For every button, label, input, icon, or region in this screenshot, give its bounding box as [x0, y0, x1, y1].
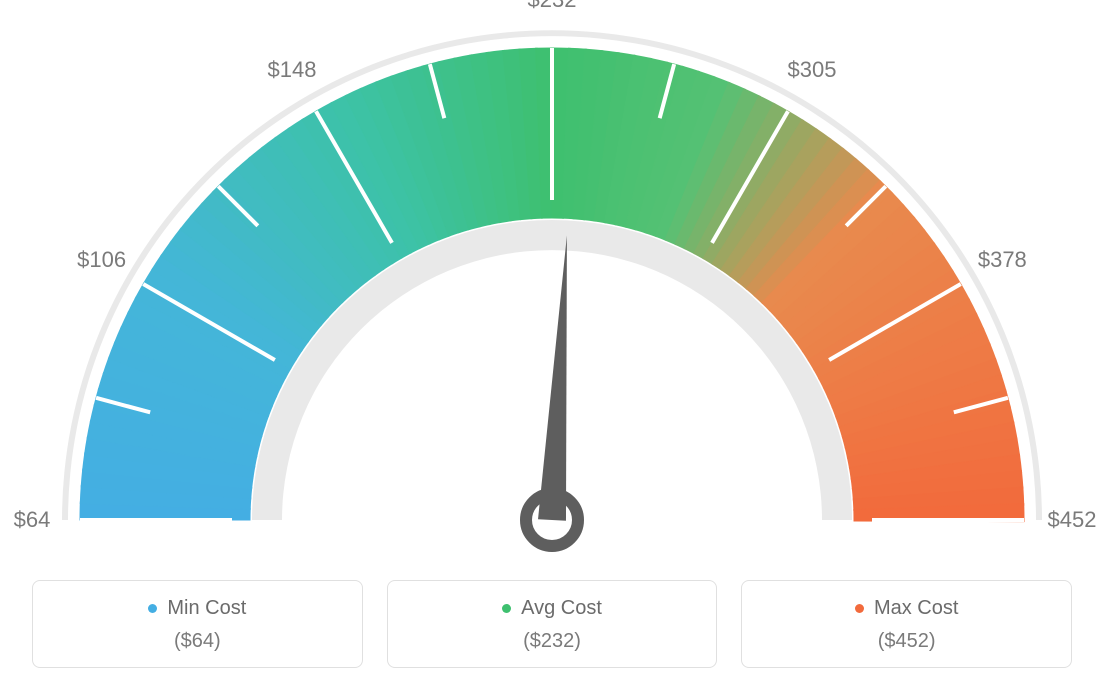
gauge-tick-label: $452	[1048, 507, 1097, 533]
gauge-tick-label: $148	[268, 57, 317, 83]
legend-max-title: Max Cost	[855, 597, 958, 620]
gauge-tick-label: $106	[77, 247, 126, 273]
cost-gauge: $64 $106 $148 $232 $305 $378 $452	[0, 0, 1104, 560]
legend-card-max: Max Cost ($452)	[741, 580, 1072, 668]
legend-avg-title: Avg Cost	[502, 597, 602, 620]
legend-min-title-text: Min Cost	[167, 597, 246, 620]
legend-max-value: ($452)	[754, 630, 1059, 653]
gauge-tick-label: $232	[528, 0, 577, 13]
legend-min-value: ($64)	[45, 630, 350, 653]
legend-max-title-text: Max Cost	[874, 597, 958, 620]
legend-avg-value: ($232)	[400, 630, 705, 653]
legend-card-avg: Avg Cost ($232)	[387, 580, 718, 668]
legend-min-title: Min Cost	[148, 597, 246, 620]
dot-icon	[502, 604, 511, 613]
dot-icon	[148, 604, 157, 613]
legend-card-min: Min Cost ($64)	[32, 580, 363, 668]
legend-row: Min Cost ($64) Avg Cost ($232) Max Cost …	[32, 580, 1072, 668]
gauge-tick-label: $305	[788, 57, 837, 83]
gauge-svg	[0, 0, 1104, 560]
legend-avg-title-text: Avg Cost	[521, 597, 602, 620]
dot-icon	[855, 604, 864, 613]
gauge-tick-label: $64	[14, 507, 51, 533]
gauge-tick-label: $378	[978, 247, 1027, 273]
